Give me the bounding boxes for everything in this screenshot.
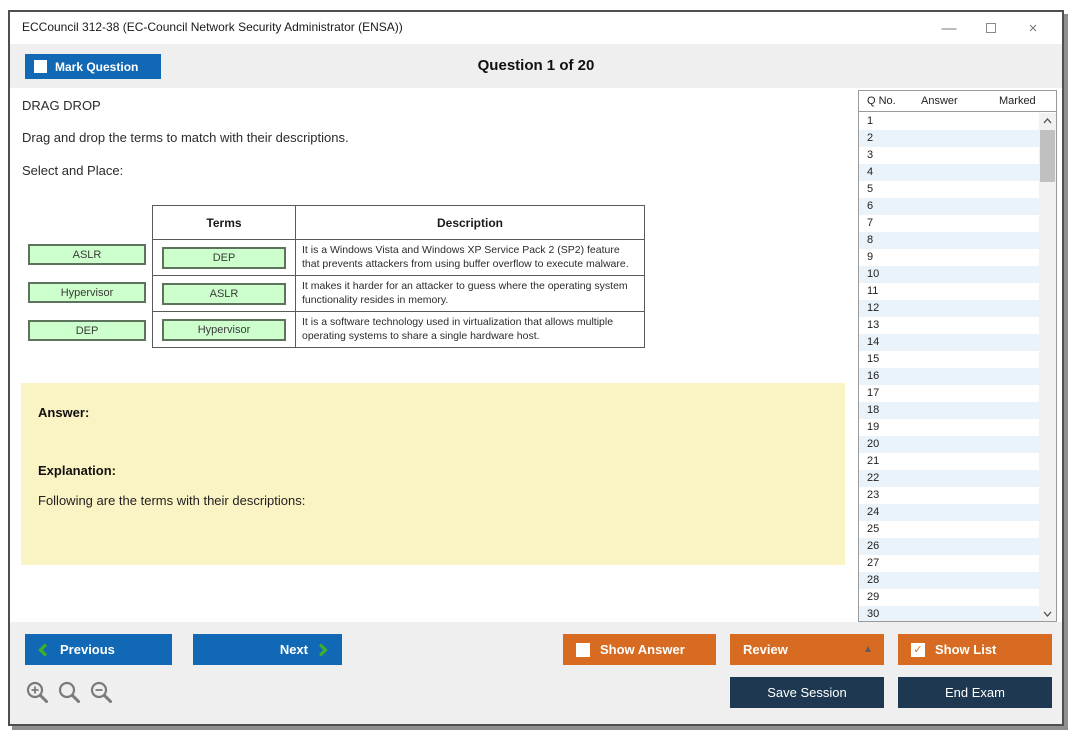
scroll-up-icon[interactable]: [1039, 113, 1056, 128]
question-row[interactable]: 6: [859, 198, 1040, 215]
question-row[interactable]: 30: [859, 606, 1040, 621]
question-row[interactable]: 11: [859, 283, 1040, 300]
drag-term[interactable]: Hypervisor: [28, 282, 146, 303]
explanation-label: Explanation:: [38, 463, 117, 478]
drag-term[interactable]: DEP: [28, 320, 146, 341]
question-type-label: DRAG DROP: [22, 98, 101, 113]
question-row[interactable]: 10: [859, 266, 1040, 283]
question-row[interactable]: 7: [859, 215, 1040, 232]
answer-box: Answer: Explanation: Following are the t…: [21, 383, 845, 565]
match-table-row: DEP It is a Windows Vista and Windows XP…: [152, 239, 645, 276]
chevron-left-icon: [38, 642, 48, 657]
select-and-place-label: Select and Place:: [22, 163, 124, 178]
review-button[interactable]: Review ▲: [730, 634, 884, 665]
answer-label: Answer:: [38, 405, 90, 420]
answer-column-header: Answer: [921, 95, 958, 107]
question-row[interactable]: 23: [859, 487, 1040, 504]
show-list-checkbox[interactable]: ✓: [911, 642, 925, 657]
triangle-up-icon: ▲: [863, 644, 873, 655]
scrollbar-thumb[interactable]: [1040, 130, 1055, 182]
show-answer-button[interactable]: Show Answer: [563, 634, 716, 665]
term-slot[interactable]: Hypervisor: [162, 318, 286, 341]
question-list-panel: Q No. Answer Marked 1 2 3 4 5 6 7 8 9 10 11 12 13 14 1…: [858, 90, 1057, 622]
term-slot[interactable]: ASLR: [162, 282, 286, 305]
zoom-in-icon[interactable]: [25, 680, 50, 705]
question-row[interactable]: 18: [859, 402, 1040, 419]
question-row[interactable]: 26: [859, 538, 1040, 555]
question-list-scrollbar[interactable]: [1039, 113, 1056, 621]
question-row[interactable]: 25: [859, 521, 1040, 538]
question-row[interactable]: 8: [859, 232, 1040, 249]
term-description: It is a software technology used in virt…: [295, 311, 645, 348]
show-answer-checkbox[interactable]: [576, 642, 590, 657]
next-label: Next: [279, 642, 308, 657]
explanation-text: Following are the terms with their descr…: [38, 493, 306, 508]
question-row[interactable]: 1: [859, 113, 1040, 130]
mark-question-checkbox[interactable]: [34, 60, 47, 73]
minimize-button[interactable]: —: [941, 19, 957, 37]
question-row[interactable]: 29: [859, 589, 1040, 606]
question-list-header: Q No. Answer Marked: [859, 91, 1056, 112]
mark-question-button[interactable]: Mark Question: [25, 54, 161, 79]
question-panel: DRAG DROP Drag and drop the terms to mat…: [10, 88, 858, 622]
window-title: ECCouncil 312-38 (EC-Council Network Sec…: [22, 20, 403, 34]
question-instruction: Drag and drop the terms to match with th…: [22, 130, 349, 145]
term-description: It is a Windows Vista and Windows XP Ser…: [295, 239, 645, 276]
question-row[interactable]: 9: [859, 249, 1040, 266]
match-table: Terms Description DEP It is a Windows Vi…: [152, 205, 645, 348]
question-list: 1 2 3 4 5 6 7 8 9 10 11 12 13 14 15 16 17 18 19 20 21 22 23 24 2…: [859, 113, 1040, 621]
question-row[interactable]: 13: [859, 317, 1040, 334]
header-bar: Question 1 of 20 Mark Question: [10, 44, 1062, 88]
match-table-row: Hypervisor It is a software technology u…: [152, 311, 645, 348]
save-session-button[interactable]: Save Session: [730, 677, 884, 708]
question-row[interactable]: 14: [859, 334, 1040, 351]
description-header: Description: [295, 205, 645, 240]
qno-column-header: Q No.: [867, 95, 896, 107]
question-row[interactable]: 24: [859, 504, 1040, 521]
show-answer-label: Show Answer: [600, 642, 685, 657]
review-label: Review: [743, 642, 788, 657]
zoom-controls: [25, 680, 114, 705]
window-controls: — ×: [928, 12, 1054, 44]
question-row[interactable]: 20: [859, 436, 1040, 453]
zoom-out-icon[interactable]: [89, 680, 114, 705]
question-row[interactable]: 15: [859, 351, 1040, 368]
question-row[interactable]: 5: [859, 181, 1040, 198]
show-list-button[interactable]: ✓ Show List: [898, 634, 1052, 665]
maximize-button[interactable]: [970, 12, 1012, 44]
question-row[interactable]: 3: [859, 147, 1040, 164]
zoom-reset-icon[interactable]: [57, 680, 82, 705]
chevron-right-icon: [318, 642, 328, 657]
mark-question-label: Mark Question: [55, 59, 139, 74]
previous-button[interactable]: Previous: [25, 634, 172, 665]
footer-bar: Previous Next Show Answer Review ▲ ✓ Sho…: [10, 622, 1062, 724]
scroll-down-icon[interactable]: [1039, 606, 1056, 621]
end-exam-button[interactable]: End Exam: [898, 677, 1052, 708]
app-window: ECCouncil 312-38 (EC-Council Network Sec…: [8, 10, 1064, 726]
question-row[interactable]: 12: [859, 300, 1040, 317]
question-row[interactable]: 17: [859, 385, 1040, 402]
term-description: It makes it harder for an attacker to gu…: [295, 275, 645, 312]
match-table-header-row: Terms Description: [152, 205, 645, 240]
next-button[interactable]: Next: [193, 634, 342, 665]
question-row[interactable]: 21: [859, 453, 1040, 470]
term-slot[interactable]: DEP: [162, 246, 286, 269]
question-row[interactable]: 27: [859, 555, 1040, 572]
question-counter: Question 1 of 20: [477, 57, 595, 74]
question-row[interactable]: 19: [859, 419, 1040, 436]
terms-header: Terms: [152, 205, 296, 240]
match-table-row: ASLR It makes it harder for an attacker …: [152, 275, 645, 312]
drag-term[interactable]: ASLR: [28, 244, 146, 265]
question-row[interactable]: 22: [859, 470, 1040, 487]
close-button[interactable]: ×: [1028, 19, 1038, 37]
question-row[interactable]: 2: [859, 130, 1040, 147]
marked-column-header: Marked: [999, 95, 1036, 107]
show-list-label: Show List: [935, 642, 997, 657]
previous-label: Previous: [60, 642, 115, 657]
maximize-icon: [986, 23, 996, 33]
question-row[interactable]: 4: [859, 164, 1040, 181]
titlebar: ECCouncil 312-38 (EC-Council Network Sec…: [10, 12, 1062, 44]
question-row[interactable]: 16: [859, 368, 1040, 385]
question-row[interactable]: 28: [859, 572, 1040, 589]
